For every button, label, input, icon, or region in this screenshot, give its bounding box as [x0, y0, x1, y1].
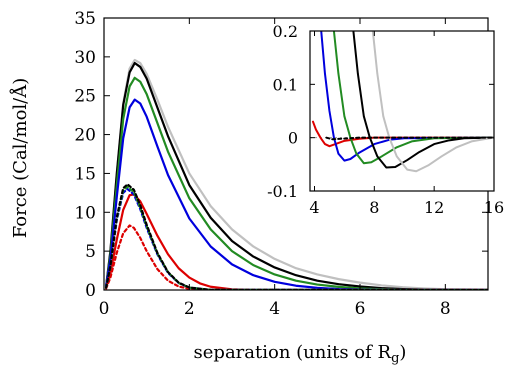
main-y-tick-label: 15: [74, 164, 96, 184]
inset-frame: [309, 30, 495, 192]
main-x-tick-label: 6: [355, 299, 366, 319]
inset-y-tick-label: 0.2: [273, 22, 298, 41]
main-y-tick-label: 0: [85, 281, 96, 301]
main-y-tick-label: 35: [74, 9, 96, 29]
x-axis-title: separation (units of Rg): [194, 342, 407, 366]
inset-x-tick-label: 8: [369, 198, 379, 217]
inset-series-line-1: [320, 31, 494, 162]
inset-series-line-4: [371, 31, 494, 173]
inset-x-tick-label: 16: [484, 198, 504, 217]
x-axis-title-main: separation (units of R: [194, 342, 392, 363]
main-series-line-4: [105, 193, 488, 290]
main-y-tick-label: 30: [74, 48, 96, 68]
inset-series-line-3: [352, 31, 494, 169]
inset-x-tick-label: 12: [424, 198, 444, 217]
y-axis-title: Force (Cal/mol/Å): [9, 78, 31, 239]
main-y-tick-label: 10: [74, 203, 96, 223]
main-plot: 0 2 4 6 8 0 5 10 15 20 25 30 35: [74, 9, 489, 319]
main-x-tick-label: 4: [269, 299, 280, 319]
inset-series-line-0: [311, 120, 494, 148]
inset-y-tick-label: 0.1: [273, 75, 298, 94]
main-x-tick-label: 0: [99, 299, 110, 319]
main-series-line-3: [105, 98, 488, 290]
main-y-tick-label: 25: [74, 87, 96, 107]
inset-plot: 4 8 12 16 -0.1 0 0.1 0.2: [267, 22, 504, 217]
inset-background: [310, 31, 494, 191]
inset-series-line-2: [332, 31, 494, 165]
x-axis-title-close: ): [399, 342, 406, 363]
main-series-line-5: [105, 224, 488, 290]
main-x-tick-label: 2: [184, 299, 195, 319]
main-y-tick-label: 20: [74, 126, 96, 146]
x-axis-title-subscript: g: [391, 351, 399, 366]
inset-series-line-5: [325, 136, 494, 141]
main-series-group: [105, 58, 488, 290]
inset-y-tick-label: -0.1: [267, 182, 298, 201]
main-x-tick-label: 8: [440, 299, 451, 319]
inset-series-group: [311, 31, 494, 173]
main-y-tick-label: 5: [85, 242, 96, 262]
inset-y-tick-label: 0: [288, 129, 298, 148]
main-series-line-8: [105, 183, 488, 290]
inset-x-tick-label: 4: [309, 198, 319, 217]
